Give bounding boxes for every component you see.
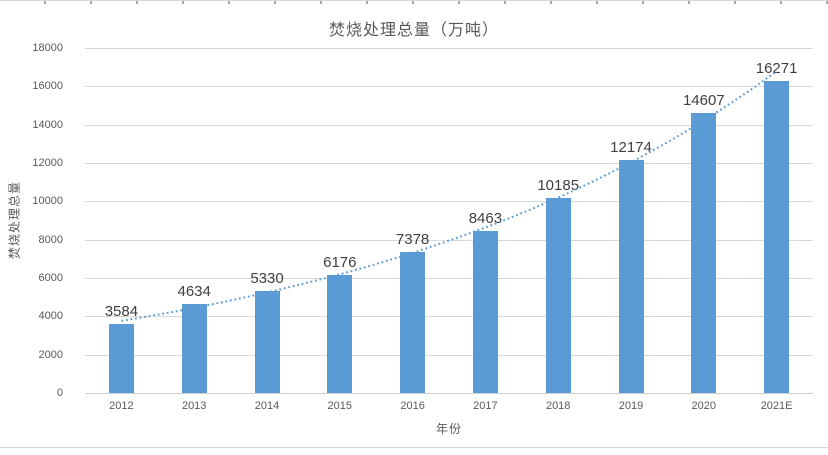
plot-area: 0 2000 4000 6000 8000 10000 12000 14000 16000 180… [32,42,813,399]
trendline-path [121,70,778,322]
bar-value-label: 5330 [250,269,284,287]
x-tick-label: 2016 [400,400,425,412]
bar [327,274,353,393]
bar-value-label: 7378 [395,230,430,248]
bar-value-label: 8463 [468,209,503,227]
bar [618,159,644,393]
y-tick-label: 0 [56,387,63,399]
bar-value-label: 14607 [682,92,725,110]
y-tick-label: 4000 [38,310,63,323]
x-tick-label: 2017 [473,400,498,412]
bar-value-label: 3584 [104,303,139,321]
bar [108,324,134,393]
bar [400,251,426,393]
x-tick-label: 2019 [618,400,644,412]
gridline [85,48,813,49]
x-tick-label: 2021E [760,400,793,412]
bar-value-label: 12174 [610,138,652,156]
x-tick-label: 2015 [327,400,353,412]
y-tick-label: 8000 [38,233,63,246]
bottom-border [0,447,828,448]
bar [545,197,571,393]
x-axis-title: 年份 [435,422,462,436]
bar [254,290,280,393]
bar-value-label: 10185 [537,176,580,194]
bar [691,113,717,393]
bar [764,81,790,393]
x-tick-label: 2014 [254,400,280,412]
x-axis-line [85,393,813,394]
x-tick-label: 2020 [691,400,717,412]
x-tick-label: 2013 [181,400,207,412]
y-axis-title: 焚烧处理总量 [7,180,22,260]
bar [472,230,498,393]
chart-title: 焚烧处理总量（万吨） [328,22,499,39]
y-tick-label: 2000 [38,348,63,361]
y-tick-label: 10000 [32,195,63,208]
y-tick-label: 16000 [32,80,63,93]
y-tick-label: 14000 [32,118,63,131]
bar-value-label: 4634 [177,283,211,301]
bar-value-label: 16271 [755,60,798,78]
x-tick-label: 2012 [109,400,134,412]
x-tick-label: 2018 [545,400,571,412]
gridline [85,86,813,88]
gridline [85,354,813,356]
bar-value-label: 6176 [323,253,357,271]
y-tick-label: 18000 [32,42,63,54]
top-border-ticks [0,0,828,5]
y-tick-label: 6000 [38,272,63,284]
y-tick-label: 12000 [32,157,63,169]
bar [181,304,207,393]
